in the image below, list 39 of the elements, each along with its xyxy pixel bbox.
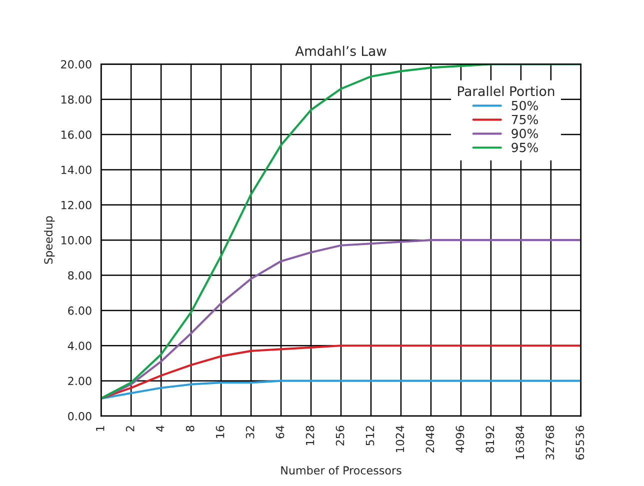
- y-tick-label: 4.00: [68, 342, 92, 350]
- x-tick-label: 1: [96, 426, 104, 431]
- x-tick-label: 512: [366, 426, 374, 446]
- x-tick-label: 4096: [456, 426, 464, 453]
- y-tick-label: 20.00: [61, 60, 92, 69]
- legend-label: 50%: [512, 100, 538, 110]
- y-tick-label: 6.00: [68, 306, 92, 315]
- x-tick-label: 256: [336, 426, 344, 446]
- y-tick-label: 14.00: [61, 166, 92, 174]
- y-tick-label: 16.00: [61, 130, 92, 139]
- y-tick-label: 12.00: [61, 200, 92, 210]
- x-tick-label: 8192: [486, 426, 494, 453]
- line-series: [101, 380, 581, 400]
- legend-label: 90%: [512, 128, 538, 138]
- x-tick-label: 16: [216, 426, 224, 438]
- y-tick-label: 8.00: [68, 271, 92, 280]
- x-tick-label: 128: [306, 426, 314, 446]
- line-series: [101, 239, 581, 400]
- x-tick-label: 16384: [516, 426, 524, 460]
- y-tick-label: 18.00: [61, 95, 92, 104]
- y-tick-label: 2.00: [68, 376, 92, 386]
- y-tick-label: 0.00: [68, 412, 92, 420]
- x-tick-label: 1024: [396, 426, 404, 452]
- x-tick-label: 2: [126, 426, 134, 432]
- x-axis-title: Number of Processors: [281, 466, 402, 475]
- legend-label: 95%: [512, 142, 538, 152]
- x-tick-label: 32768: [546, 426, 554, 460]
- y-tick-label: 10.00: [61, 236, 92, 244]
- x-tick-label: 8: [186, 426, 194, 432]
- chart-title: Amdahl’s Law: [295, 46, 386, 56]
- line-series: [101, 344, 581, 400]
- legend-title: Parallel Portion: [458, 86, 554, 96]
- y-axis-title: Speedup: [44, 216, 55, 264]
- x-tick-label: 32: [246, 426, 254, 438]
- legend-label: 75%: [512, 114, 538, 124]
- x-tick-label: 65536: [576, 426, 584, 460]
- x-tick-label: 2048: [426, 426, 434, 453]
- x-tick-label: 64: [276, 426, 284, 438]
- x-tick-label: 4: [156, 426, 164, 432]
